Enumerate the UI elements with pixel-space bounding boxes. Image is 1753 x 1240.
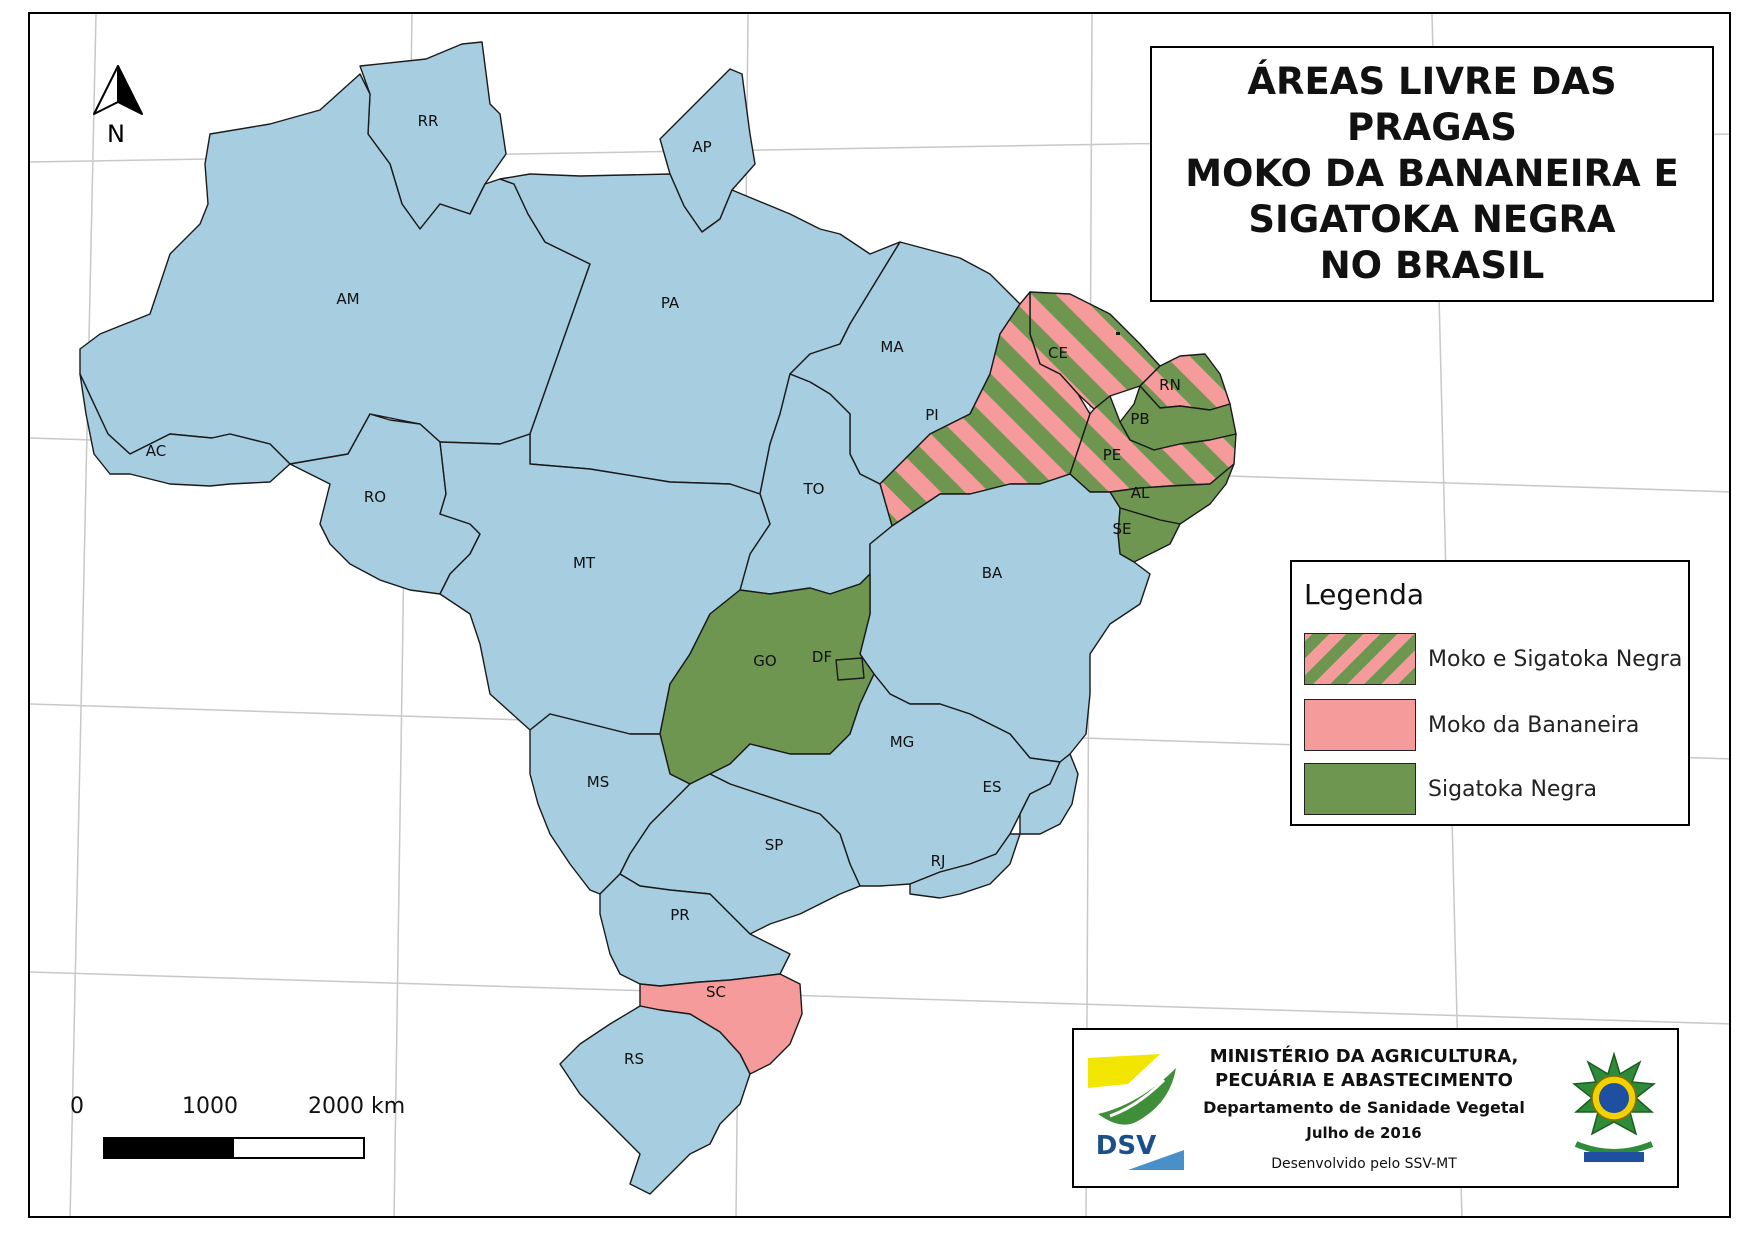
state-label-PE: PE [1103, 446, 1122, 464]
north-label: N [107, 120, 125, 148]
legend-label-both: Moko e Sigatoka Negra [1428, 646, 1683, 672]
north-arrow-icon: N [93, 65, 143, 148]
state-label-SP: SP [765, 836, 784, 854]
state-label-DF: DF [812, 648, 832, 666]
state-label-AM: AM [336, 290, 359, 308]
state-label-RS: RS [624, 1050, 644, 1068]
legend-swatch-sigatoka [1304, 763, 1416, 815]
state-label-PB: PB [1130, 410, 1149, 428]
map-date: Julho de 2016 [1306, 1124, 1422, 1142]
brazil-coat-of-arms-icon [1572, 1051, 1656, 1162]
state-label-MS: MS [587, 773, 609, 791]
state-label-RJ: RJ [931, 852, 946, 870]
title-line-1: ÁREAS LIVRE DAS [1247, 60, 1617, 103]
state-label-TO: TO [803, 480, 825, 498]
state-shapes [79, 41, 1237, 1195]
title-line-3: MOKO DA BANANEIRA E [1185, 152, 1679, 195]
state-label-MT: MT [573, 554, 596, 572]
developer-credit: Desenvolvido pelo SSV-MT [1271, 1156, 1457, 1172]
state-label-AC: AC [146, 442, 166, 460]
state-RJ [909, 833, 1021, 899]
scale-label-2000: 2000 km [308, 1094, 406, 1119]
legend-label-sigatoka: Sigatoka Negra [1428, 776, 1597, 802]
credits-box: DSV MINISTÉRIO DA AGRICULTURA, PECUÁRIA … [1072, 1028, 1679, 1188]
state-label-PI: PI [925, 406, 938, 424]
legend-item-both: Moko e Sigatoka Negra [1304, 632, 1684, 686]
title-line-4: SIGATOKA NEGRA [1248, 198, 1616, 241]
legend-item-moko: Moko da Bananeira [1304, 698, 1684, 752]
state-label-MG: MG [890, 733, 915, 751]
state-label-AP: AP [692, 138, 711, 156]
state-label-SE: SE [1113, 520, 1132, 538]
state-label-PA: PA [661, 294, 680, 312]
state-label-RN: RN [1159, 376, 1181, 394]
state-AC [79, 373, 291, 487]
department-name: Departamento de Sanidade Vegetal [1203, 1098, 1525, 1117]
state-DF [835, 657, 865, 681]
org-name-line-2: PECUÁRIA E ABASTECIMENTO [1215, 1070, 1513, 1091]
dsv-logo-text: DSV [1096, 1131, 1156, 1161]
title-line-5: NO BRASIL [1319, 244, 1545, 287]
state-label-RO: RO [364, 488, 386, 506]
title-box: ÁREAS LIVRE DAS PRAGAS MOKO DA BANANEIRA… [1150, 46, 1714, 302]
scale-label-1000: 1000 [182, 1094, 238, 1119]
state-label-PR: PR [670, 906, 689, 924]
legend: Legenda Moko e Sigatoka Negra Moko da Ba… [1290, 560, 1690, 826]
state-labels: RR AP AM PA MA CE RN PB PI PE AL SE AC RO TO MT BA GO DF MG… [146, 112, 1181, 1068]
legend-item-sigatoka: Sigatoka Negra [1304, 762, 1684, 816]
title-line-2: PRAGAS [1347, 106, 1517, 149]
legend-label-moko: Moko da Bananeira [1428, 712, 1640, 738]
state-label-RR: RR [418, 112, 439, 130]
legend-title: Legenda [1304, 578, 1425, 611]
legend-swatch-both [1304, 633, 1416, 685]
state-SP [619, 773, 861, 935]
state-label-SC: SC [706, 983, 726, 1001]
state-label-CE: CE [1048, 344, 1068, 362]
scale-label-0: 0 [70, 1094, 84, 1119]
scale-bar [103, 1137, 365, 1159]
state-RS [559, 1005, 751, 1195]
state-AM [79, 73, 591, 465]
state-label-ES: ES [983, 778, 1002, 796]
state-label-BA: BA [982, 564, 1003, 582]
org-name-line-1: MINISTÉRIO DA AGRICULTURA, [1209, 1046, 1519, 1067]
state-ES [1019, 753, 1079, 835]
state-label-AL: AL [1131, 484, 1150, 502]
dsv-logo: DSV [1088, 1054, 1184, 1170]
state-label-MA: MA [880, 338, 904, 356]
legend-swatch-moko [1304, 699, 1416, 751]
state-label-GO: GO [753, 652, 776, 670]
